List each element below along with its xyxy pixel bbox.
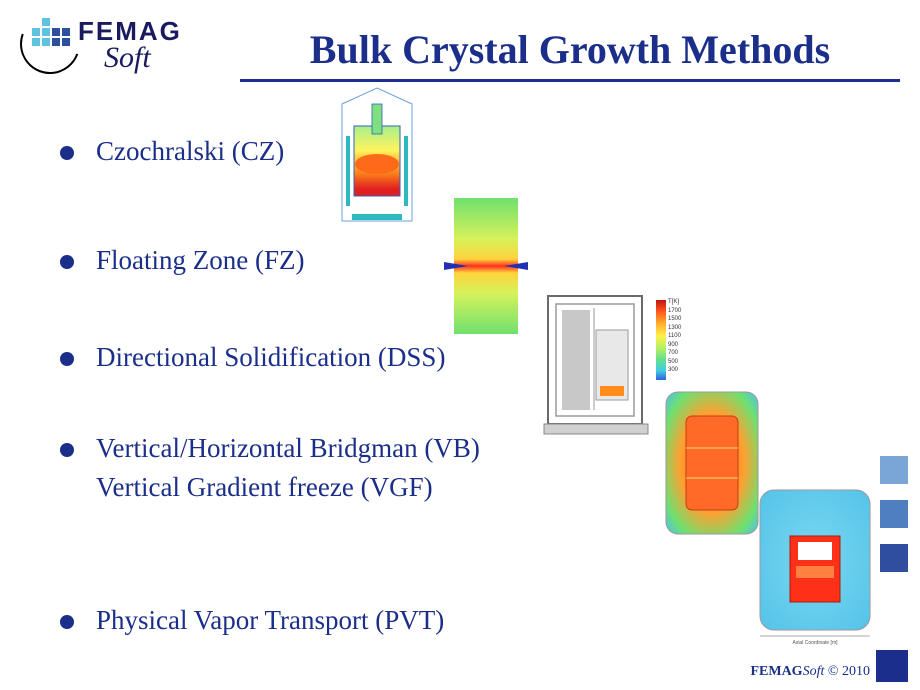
logo-square bbox=[42, 28, 50, 36]
method-sublabel: Vertical Gradient freeze (VGF) bbox=[96, 472, 620, 503]
logo-square bbox=[42, 18, 50, 26]
decor-square bbox=[880, 456, 908, 484]
method-label: Czochralski (CZ) bbox=[96, 136, 284, 166]
thumb-pvt-simulation: Axial Coordinate [m] bbox=[756, 486, 874, 646]
thumb-vb-simulation bbox=[662, 388, 762, 538]
temperature-scale: T[K] 1700 1500 1300 1100 900 700 500 300 bbox=[656, 300, 692, 400]
temp-val: 1300 bbox=[668, 324, 681, 333]
method-label: Floating Zone (FZ) bbox=[96, 245, 304, 275]
svg-text:Axial Coordinate [m]: Axial Coordinate [m] bbox=[792, 640, 838, 646]
footer-brand-italic: Soft bbox=[803, 664, 825, 679]
temp-scale-title: T[K] bbox=[668, 298, 681, 307]
method-item-pvt: Physical Vapor Transport (PVT) bbox=[60, 605, 620, 636]
method-item-dss: Directional Solidification (DSS) bbox=[60, 342, 620, 373]
footer-square bbox=[876, 650, 908, 682]
logo-square bbox=[42, 38, 50, 46]
temp-val: 300 bbox=[668, 366, 681, 375]
temp-val: 1700 bbox=[668, 307, 681, 316]
logo-square bbox=[62, 38, 70, 46]
decor-square bbox=[880, 544, 908, 572]
temp-val: 1100 bbox=[668, 332, 681, 341]
method-item-fz: Floating Zone (FZ) bbox=[60, 245, 620, 276]
thumb-cz-simulation bbox=[322, 86, 432, 236]
temp-val: 1500 bbox=[668, 315, 681, 324]
slide-title: Bulk Crystal Growth Methods bbox=[240, 26, 900, 82]
logo-squares bbox=[32, 18, 70, 46]
method-label: Directional Solidification (DSS) bbox=[96, 342, 445, 372]
thumb-dss-schematic bbox=[542, 290, 662, 440]
footer-copyright-text: © 2010 bbox=[824, 664, 870, 679]
logo-square bbox=[52, 18, 60, 26]
logo-square bbox=[62, 28, 70, 36]
method-label: Physical Vapor Transport (PVT) bbox=[96, 605, 444, 635]
logo-text: FEMAG Soft bbox=[78, 16, 182, 75]
logo-square bbox=[32, 28, 40, 36]
temp-val: 500 bbox=[668, 358, 681, 367]
logo-square bbox=[32, 38, 40, 46]
logo-square bbox=[62, 18, 70, 26]
method-label: Vertical/Horizontal Bridgman (VB) bbox=[96, 433, 480, 463]
temperature-scale-labels: T[K] 1700 1500 1300 1100 900 700 500 300 bbox=[668, 298, 681, 375]
logo-square bbox=[52, 38, 60, 46]
method-item-vb: Vertical/Horizontal Bridgman (VB) Vertic… bbox=[60, 433, 620, 503]
thumb-fz-simulation bbox=[444, 196, 528, 336]
decor-square bbox=[880, 500, 908, 528]
femagsoft-logo: FEMAG Soft bbox=[18, 12, 178, 77]
footer-copyright: FEMAGSoft © 2010 bbox=[750, 664, 870, 680]
logo-square bbox=[32, 18, 40, 26]
logo-square bbox=[52, 28, 60, 36]
temp-val: 700 bbox=[668, 349, 681, 358]
footer-brand-bold: FEMAG bbox=[750, 664, 802, 679]
temp-val: 900 bbox=[668, 341, 681, 350]
